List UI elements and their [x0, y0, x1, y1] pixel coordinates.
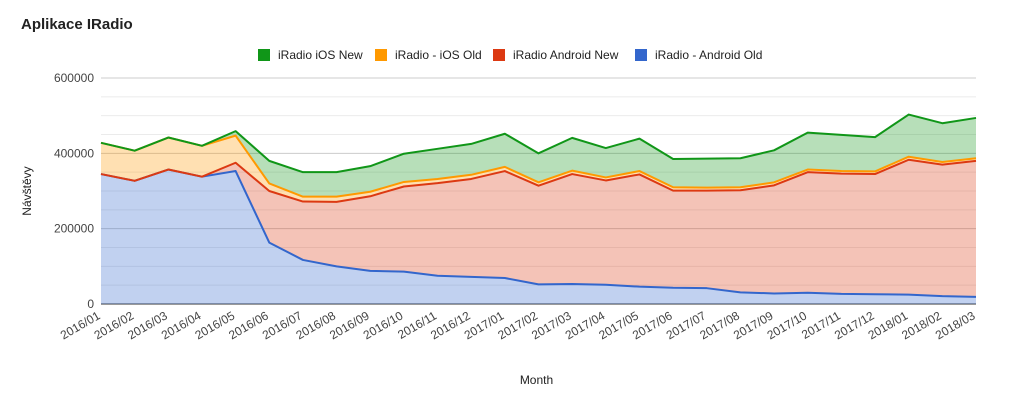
y-axis-title: Návštěvy [20, 166, 34, 215]
legend-label-iradio-android-new: iRadio Android New [513, 48, 619, 62]
legend-swatch-iradio-android-old [635, 49, 647, 61]
area-iradio-android-old [101, 169, 976, 304]
legend-swatch-iradio-ios-new [258, 49, 270, 61]
y-tick-label: 400000 [54, 146, 94, 160]
line-iradio-ios-new [100, 113, 977, 174]
legend-label-iradio-android-old: iRadio - Android Old [655, 48, 762, 62]
line-iradio-ios-old [100, 134, 977, 198]
x-axis-title: Month [520, 373, 553, 387]
chart-title: Aplikace IRadio [21, 16, 133, 33]
legend-label-iradio-ios-old: iRadio - iOS Old [395, 48, 482, 62]
y-tick-label: 200000 [54, 222, 94, 236]
line-iradio-android-old [100, 168, 977, 298]
y-tick-label: 600000 [54, 71, 94, 85]
legend-swatch-iradio-android-new [493, 49, 505, 61]
area-iradio-ios-new [101, 114, 976, 197]
y-tick-label: 0 [87, 297, 94, 311]
legend-swatch-iradio-ios-old [375, 49, 387, 61]
line-iradio-android-new [100, 158, 977, 203]
legend-label-iradio-ios-new: iRadio iOS New [278, 48, 363, 62]
